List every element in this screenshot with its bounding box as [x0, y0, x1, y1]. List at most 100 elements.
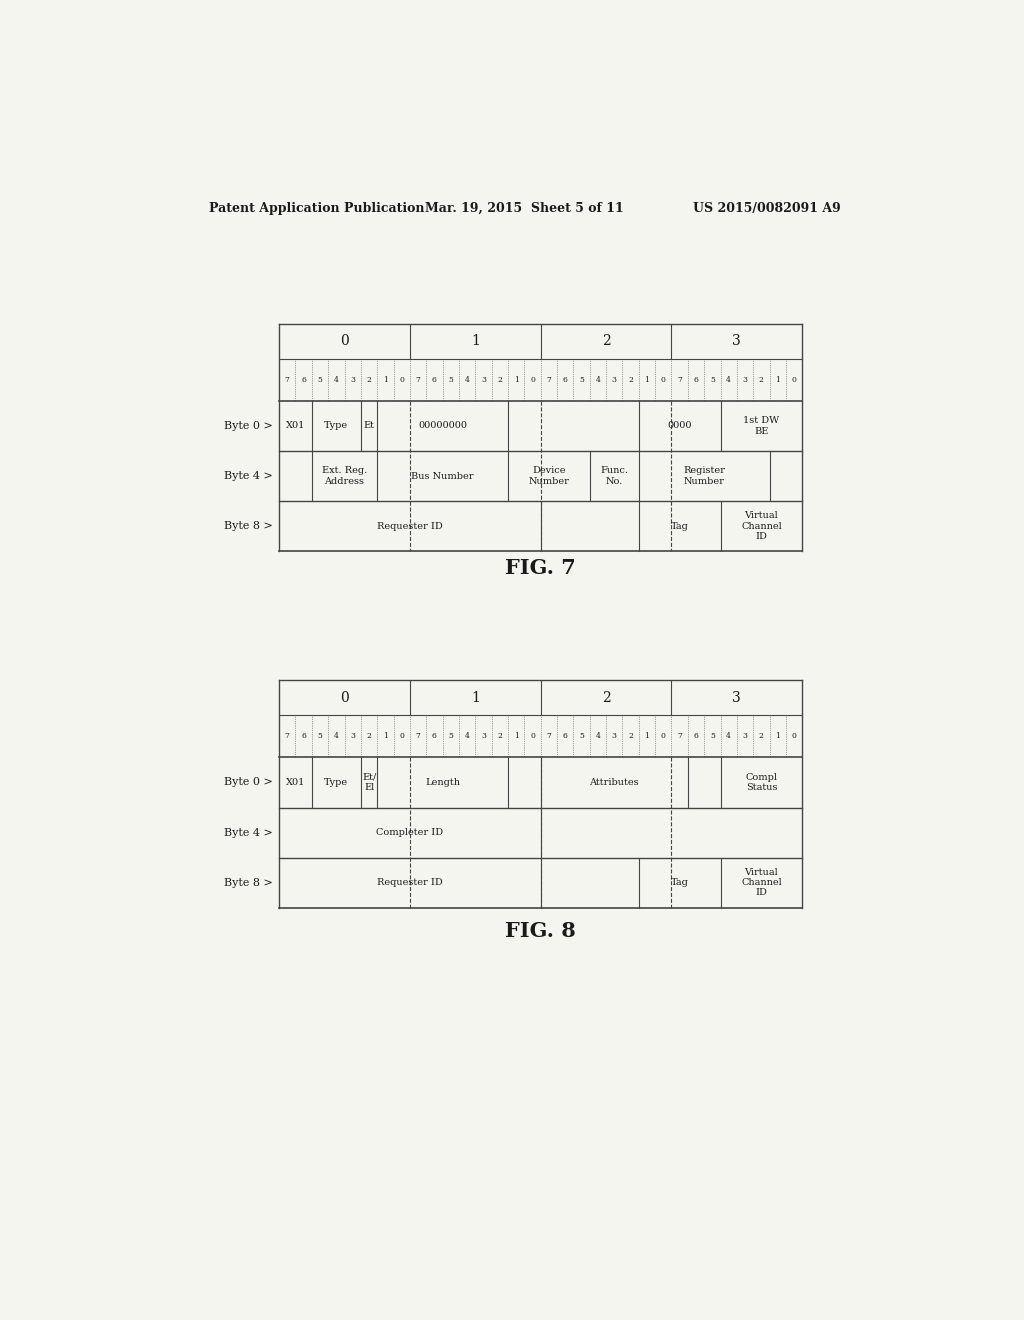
Text: 1: 1: [514, 733, 518, 741]
Text: Tag: Tag: [671, 878, 688, 887]
Text: 4: 4: [726, 733, 731, 741]
Text: 0: 0: [340, 334, 349, 348]
Text: Byte 4 >: Byte 4 >: [224, 471, 273, 480]
Text: 5: 5: [449, 733, 454, 741]
Text: 0: 0: [399, 376, 404, 384]
Text: 3: 3: [350, 376, 355, 384]
Text: 4: 4: [596, 733, 600, 741]
Text: 7: 7: [547, 733, 551, 741]
Text: 2: 2: [759, 376, 764, 384]
Text: 2: 2: [367, 733, 372, 741]
Text: 0: 0: [530, 733, 535, 741]
Text: Bus Number: Bus Number: [412, 471, 474, 480]
Text: Virtual
Channel
ID: Virtual Channel ID: [741, 867, 781, 898]
Text: 2: 2: [498, 733, 502, 741]
Text: 6: 6: [301, 733, 306, 741]
Text: FIG. 7: FIG. 7: [505, 558, 577, 578]
Text: 5: 5: [317, 376, 323, 384]
Text: X01: X01: [286, 777, 305, 787]
Text: Compl
Status: Compl Status: [745, 772, 777, 792]
Text: 5: 5: [580, 733, 584, 741]
Text: 3: 3: [732, 334, 741, 348]
Text: 2: 2: [759, 733, 764, 741]
Text: Byte 8 >: Byte 8 >: [224, 878, 273, 887]
Text: Et: Et: [364, 421, 375, 430]
Text: 7: 7: [285, 733, 290, 741]
Text: 7: 7: [416, 733, 421, 741]
Text: 5: 5: [580, 376, 584, 384]
Text: Device
Number: Device Number: [528, 466, 569, 486]
Text: FIG. 8: FIG. 8: [505, 921, 577, 941]
Text: 3: 3: [611, 733, 616, 741]
Text: 6: 6: [301, 376, 306, 384]
Text: 1: 1: [471, 690, 479, 705]
Text: 4: 4: [465, 733, 470, 741]
Text: 1: 1: [471, 334, 479, 348]
Text: 7: 7: [416, 376, 421, 384]
Text: 2: 2: [628, 376, 633, 384]
Text: 4: 4: [596, 376, 600, 384]
Text: 0000: 0000: [668, 421, 692, 430]
Text: Ext. Reg.
Address: Ext. Reg. Address: [322, 466, 368, 486]
Text: Requester ID: Requester ID: [377, 878, 442, 887]
Text: Func.
No.: Func. No.: [600, 466, 629, 486]
Text: 1: 1: [775, 376, 780, 384]
Text: 5: 5: [317, 733, 323, 741]
Text: 1st DW
BE: 1st DW BE: [743, 416, 779, 436]
Text: 2: 2: [602, 690, 610, 705]
Text: 2: 2: [367, 376, 372, 384]
Text: Length: Length: [425, 777, 460, 787]
Text: 6: 6: [563, 376, 567, 384]
Text: 3: 3: [742, 376, 748, 384]
Text: Byte 4 >: Byte 4 >: [224, 828, 273, 837]
Text: 5: 5: [710, 733, 715, 741]
Text: 0: 0: [792, 376, 797, 384]
Text: 6: 6: [693, 376, 698, 384]
Text: Et/
El: Et/ El: [361, 772, 376, 792]
Text: 7: 7: [285, 376, 290, 384]
Text: 4: 4: [334, 733, 339, 741]
Text: 4: 4: [726, 376, 731, 384]
Text: 1: 1: [775, 733, 780, 741]
Text: 0: 0: [340, 690, 349, 705]
Text: Virtual
Channel
ID: Virtual Channel ID: [741, 511, 781, 541]
Text: 0: 0: [399, 733, 404, 741]
Text: 6: 6: [563, 733, 567, 741]
Text: Byte 0 >: Byte 0 >: [224, 421, 273, 430]
Text: 4: 4: [465, 376, 470, 384]
Text: 1: 1: [644, 733, 649, 741]
Text: 0: 0: [530, 376, 535, 384]
Text: 6: 6: [693, 733, 698, 741]
Text: Requester ID: Requester ID: [377, 521, 442, 531]
Text: 3: 3: [732, 690, 741, 705]
Text: 0: 0: [660, 376, 666, 384]
Text: 5: 5: [710, 376, 715, 384]
Text: 00000000: 00000000: [418, 421, 467, 430]
Text: Mar. 19, 2015  Sheet 5 of 11: Mar. 19, 2015 Sheet 5 of 11: [425, 202, 625, 215]
Text: 6: 6: [432, 376, 437, 384]
Text: 7: 7: [547, 376, 551, 384]
Text: 3: 3: [350, 733, 355, 741]
Text: 5: 5: [449, 376, 454, 384]
Text: Type: Type: [325, 421, 348, 430]
Text: US 2015/0082091 A9: US 2015/0082091 A9: [693, 202, 841, 215]
Text: 3: 3: [481, 733, 486, 741]
Text: 0: 0: [660, 733, 666, 741]
Text: 4: 4: [334, 376, 339, 384]
Text: 7: 7: [677, 376, 682, 384]
Text: 1: 1: [383, 376, 388, 384]
Text: 1: 1: [514, 376, 518, 384]
Text: Register
Number: Register Number: [683, 466, 725, 486]
Text: 2: 2: [602, 334, 610, 348]
Text: 1: 1: [644, 376, 649, 384]
Text: Completer ID: Completer ID: [377, 828, 443, 837]
Text: 6: 6: [432, 733, 437, 741]
Text: 7: 7: [677, 733, 682, 741]
Text: Byte 0 >: Byte 0 >: [224, 777, 273, 788]
Text: 3: 3: [742, 733, 748, 741]
Text: 2: 2: [628, 733, 633, 741]
Text: Tag: Tag: [671, 521, 688, 531]
Text: 1: 1: [383, 733, 388, 741]
Text: Type: Type: [325, 777, 348, 787]
Text: 2: 2: [498, 376, 502, 384]
